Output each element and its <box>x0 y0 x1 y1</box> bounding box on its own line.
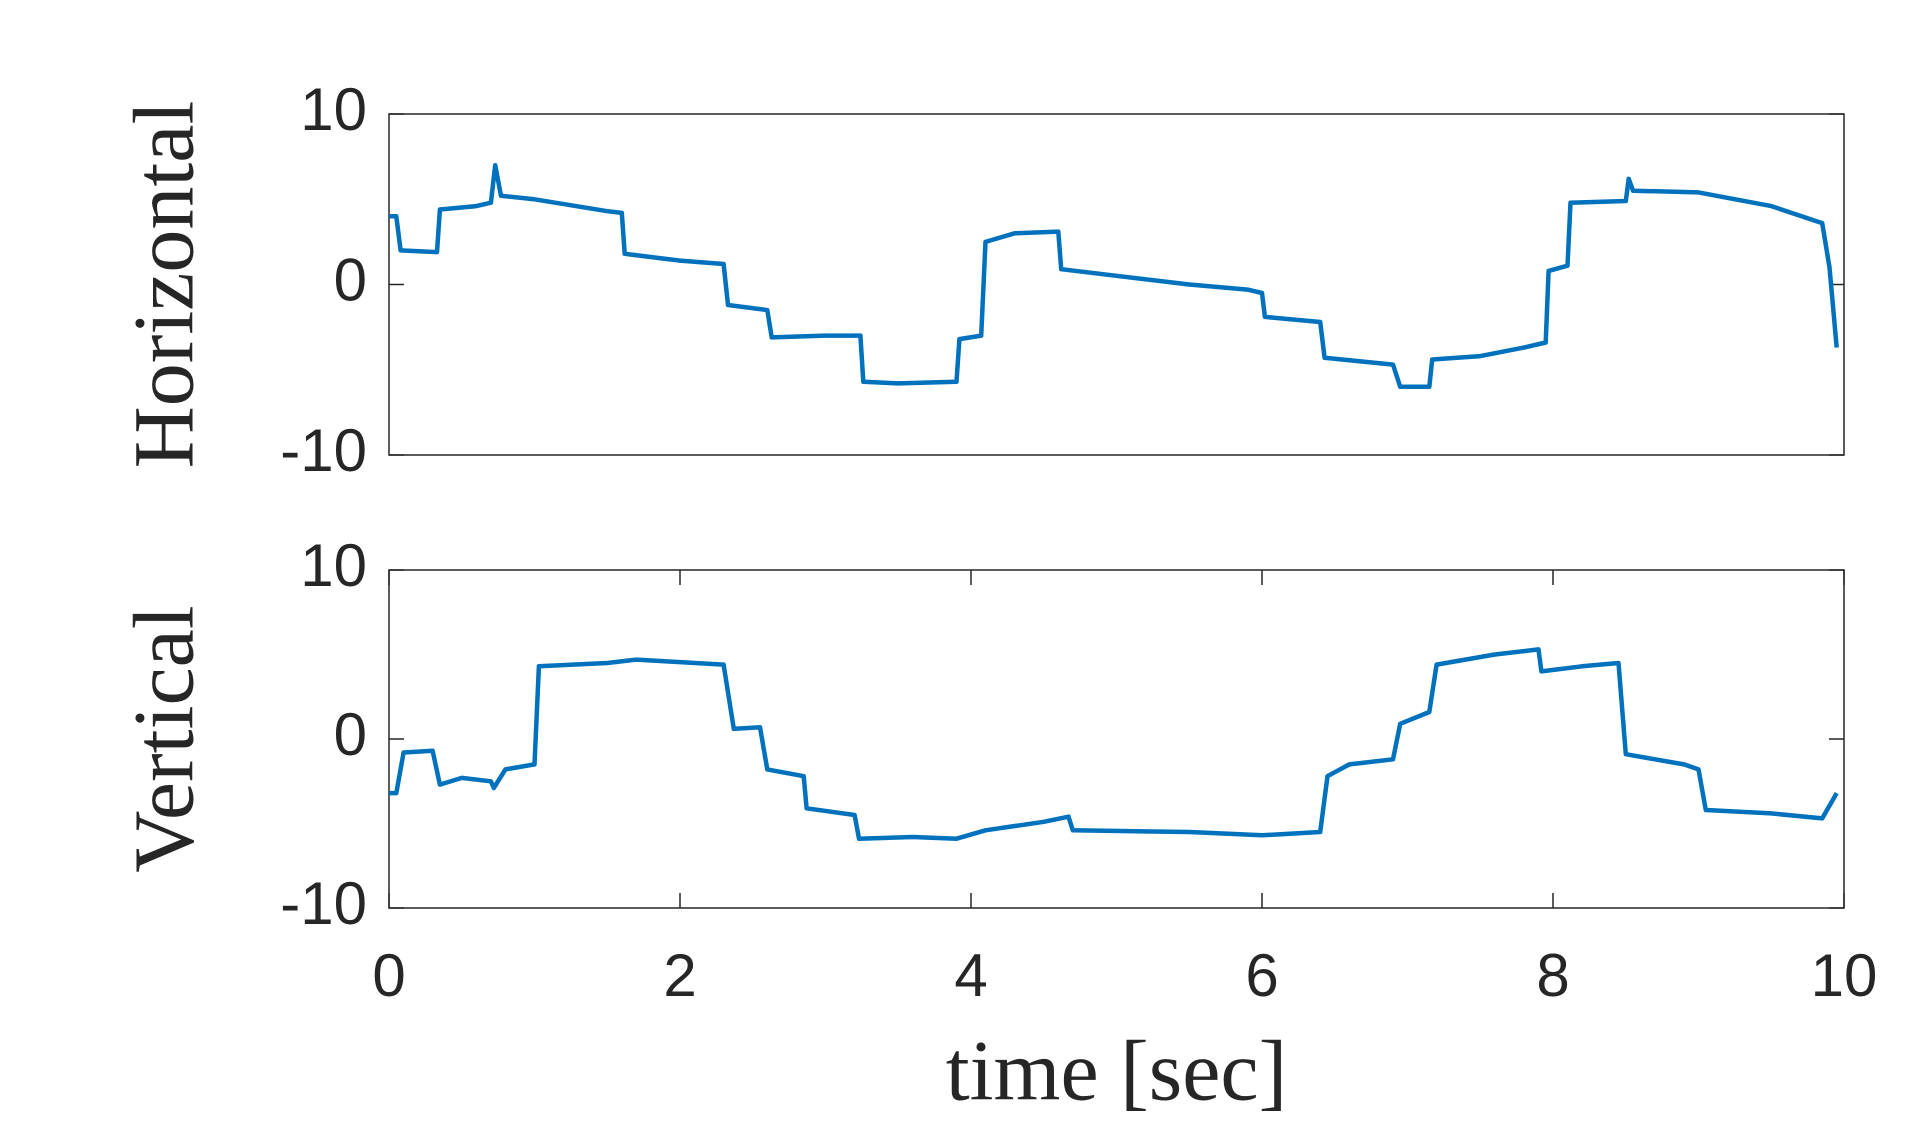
y-tick-label: 10 <box>300 532 367 599</box>
data-line <box>389 162 1839 390</box>
y-tick-label: -10 <box>280 870 367 937</box>
x-tick-label: 4 <box>954 942 987 1009</box>
y-axis-label: Horizontal <box>116 101 212 469</box>
x-axis-label: time [sec] <box>946 1023 1287 1119</box>
x-tick-label: 2 <box>663 942 696 1009</box>
y-axis-label: Vertical <box>116 605 212 872</box>
x-tick-label: 0 <box>372 942 405 1009</box>
x-tick-label: 6 <box>1245 942 1278 1009</box>
plot-area <box>388 113 1845 456</box>
y-tick-label: 0 <box>334 701 367 768</box>
x-tick-label: 8 <box>1536 942 1569 1009</box>
y-tick-label: -10 <box>280 417 367 484</box>
plot-area <box>388 569 1845 909</box>
x-tick-label: 10 <box>1811 942 1878 1009</box>
y-tick-label: 0 <box>334 246 367 313</box>
y-tick-label: 10 <box>300 76 367 143</box>
data-line <box>389 647 1839 841</box>
